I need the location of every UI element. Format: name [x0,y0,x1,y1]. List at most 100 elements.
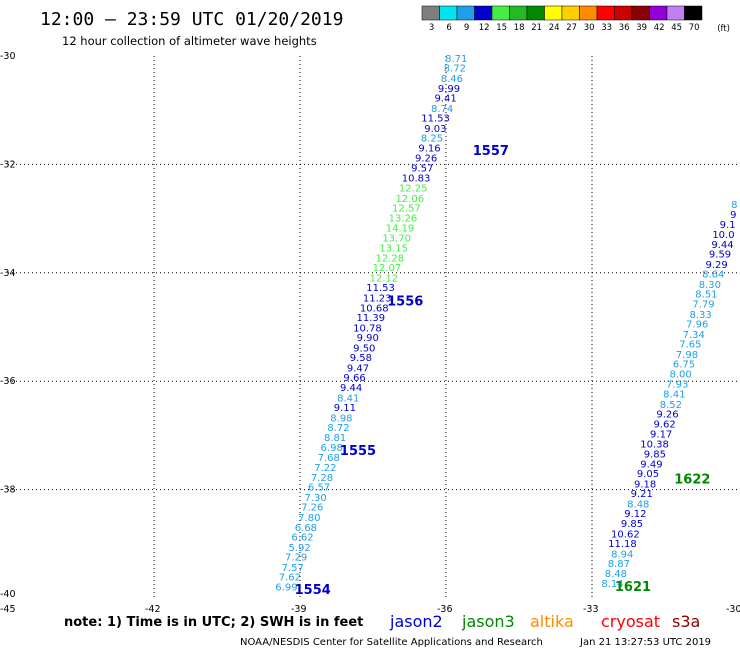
legend-label: 42 [654,23,665,33]
wave-height-value: 8.14 [601,579,623,590]
satellite-cryosat: cryosat [601,612,660,631]
legend-unit: (ft) [717,24,730,34]
wave-height-value: 9.85 [644,450,666,461]
legend-swatch [561,5,580,21]
wave-height-value: 9.03 [424,124,446,135]
wave-height-value: 7.80 [298,513,320,524]
lon-tick-label: -42 [145,604,161,615]
footer-source: NOAA/NESDIS Center for Satellite Applica… [240,637,543,648]
wave-height-value: 9.44 [711,240,733,251]
legend-label: 24 [549,23,560,33]
lat-tick-label: -34 [0,268,16,279]
wave-height-value: 9.41 [434,94,456,105]
wave-height-value: 10.83 [402,174,431,185]
wave-height-value: 8.94 [611,549,633,560]
wave-height-value: 10.68 [360,303,389,314]
pass-number: 1554 [295,583,331,598]
wave-height-value: 8.00 [670,369,692,380]
footer-timestamp: Jan 21 13:27:53 UTC 2019 [579,637,711,648]
wave-height-value: 13.70 [382,233,411,244]
legend-label: 36 [619,23,630,33]
legend-swatch [614,5,633,21]
satellite-altika: altika [530,612,574,631]
wave-height-value: 9.12 [624,509,646,520]
wave-height-value: 12.12 [370,273,399,284]
wave-height-value: 9.18 [634,479,656,490]
legend-swatch [631,5,650,21]
wave-height-value: 8.98 [330,413,352,424]
wave-height-value: 8.48 [627,499,649,510]
lon-tick-label: -36 [437,604,453,615]
legend-label: 15 [496,23,507,33]
wave-height-value: 9.16 [418,143,440,154]
wave-height-value: 5.92 [288,543,310,554]
wave-height-value: 9.26 [415,154,437,165]
lat-tick-label: -32 [0,159,16,170]
lat-tick-label: -36 [0,376,16,387]
lat-tick-label: -38 [0,485,16,496]
wave-height-value: 7.34 [683,330,705,341]
wave-height-value: 11.18 [608,539,637,550]
wave-height-value: 8.81 [324,433,346,444]
wave-height-value: 6.57 [308,483,330,494]
lat-tick-label: -30 [0,51,16,62]
pass-number: 1556 [387,294,423,309]
wave-height-value: 11.39 [357,313,386,324]
legend-label: 33 [601,23,612,33]
wave-height-value: 10.0 [712,230,734,241]
legend-label: 21 [531,23,542,33]
wave-height-value: 7.96 [686,320,708,331]
wave-height-value: 7.57 [282,563,304,574]
wave-height-value: 9.90 [357,333,379,344]
wave-height-value: 9.99 [438,84,460,95]
color-legend: 3 6 9 12 15 18 21 24 27 30 33 36 39 42 45 70 [421,5,703,33]
wave-height-value: 11.53 [366,283,395,294]
wave-height-value: 8.46 [441,74,463,85]
wave-height-value: 9.26 [656,410,678,421]
pass-number: 1621 [615,580,651,595]
wave-height-value: 9.66 [343,373,365,384]
wave-height-value: 8.74 [431,104,453,115]
legend-label: 39 [636,23,647,33]
wave-height-value: 6.75 [673,360,695,371]
lon-tick-label: -33 [583,604,599,615]
wave-height-value: 7.26 [301,503,323,514]
wave-height-value: 7.79 [692,299,714,310]
legend-label: 30 [584,23,595,33]
wave-height-value: 7.22 [314,463,336,474]
wave-height-value: 8.51 [695,290,717,301]
wave-height-value: 9.05 [637,469,659,480]
pass-number: 1555 [340,444,376,459]
wave-height-value: 9.62 [653,419,675,430]
latitude-ticks: -30 -32 -34 -36 -38 -40 [0,51,16,600]
satellite-s3a: s3a [672,612,700,631]
wave-height-value: 8.87 [608,559,630,570]
wave-height-value: 10.62 [611,529,640,540]
legend-swatch [666,5,685,21]
wave-height-value: 7.29 [285,553,307,564]
wave-height-value: 12.28 [376,253,405,264]
wave-height-value: 8.52 [660,400,682,411]
wave-height-value: 12.06 [395,194,424,205]
wave-height-value: 9.29 [706,260,728,271]
wave-height-value: 8.64 [702,270,724,281]
wave-height-value: 8.41 [337,393,359,404]
satellite-legend: jason2 jason3 altika cryosat s3a [389,612,700,631]
wave-height-value: 8.25 [421,134,443,145]
west-track: 8.718.728.469.999.418.7411.539.038.259.1… [275,54,509,598]
wave-height-value: 7.65 [679,340,701,351]
wave-height-value: 9.50 [353,343,375,354]
wave-height-value: 12.25 [399,184,428,195]
legend-label: 3 [429,23,434,33]
wave-height-value: 8.30 [699,280,721,291]
wave-height-value: 7.30 [305,493,327,504]
legend-swatch [544,5,563,21]
wave-height-value: 7.62 [279,573,301,584]
legend-swatch [509,5,528,21]
legend-label: 12 [479,23,490,33]
wave-height-value: 9 [730,210,736,221]
legend-swatch [474,5,493,21]
wave-height-value: 6.62 [291,533,313,544]
legend-swatch [684,5,703,21]
